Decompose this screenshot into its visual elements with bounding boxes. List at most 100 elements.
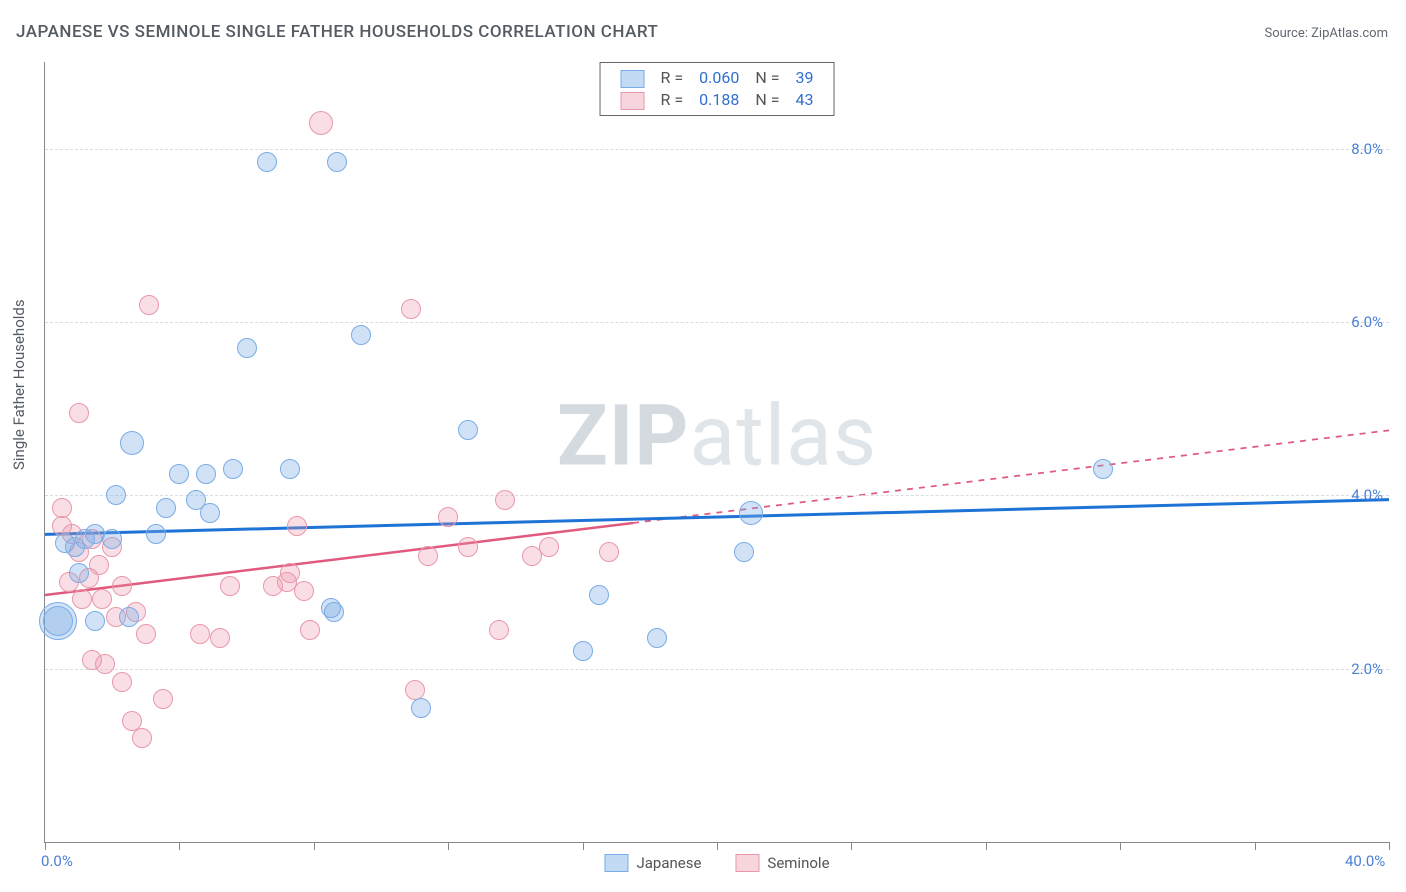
- x-tick: [717, 842, 718, 850]
- gridline: [45, 495, 1389, 496]
- seminole-point: [190, 624, 210, 644]
- x-tick: [583, 842, 584, 850]
- japanese-point: [411, 698, 431, 718]
- japanese-point: [106, 485, 126, 505]
- seminole-point: [112, 576, 132, 596]
- legend-N-value: 39: [787, 67, 821, 89]
- legend-N-label: N =: [747, 67, 787, 89]
- gridline: [45, 322, 1389, 323]
- trendline-solid: [45, 523, 633, 595]
- seminole-point: [52, 498, 72, 518]
- seminole-point: [418, 546, 438, 566]
- x-tick: [1389, 842, 1390, 850]
- x-tick: [314, 842, 315, 850]
- japanese-point: [257, 152, 277, 172]
- legend-R-label: R =: [653, 67, 692, 89]
- japanese-point: [85, 611, 105, 631]
- legend-series-label: Japanese: [636, 854, 701, 872]
- seminole-point: [287, 516, 307, 536]
- seminole-point: [599, 542, 619, 562]
- japanese-point: [324, 602, 344, 622]
- x-tick-label: 0.0%: [41, 852, 73, 870]
- japanese-point: [120, 431, 144, 455]
- x-tick: [179, 842, 180, 850]
- y-tick-label: 4.0%: [1351, 486, 1383, 504]
- seminole-point: [458, 537, 478, 557]
- watermark: ZIPatlas: [557, 387, 877, 486]
- gridline: [45, 669, 1389, 670]
- x-tick: [1120, 842, 1121, 850]
- japanese-point: [69, 563, 89, 583]
- watermark-rest: atlas: [690, 387, 878, 486]
- japanese-point: [200, 503, 220, 523]
- x-tick: [45, 842, 46, 850]
- seminole-point: [220, 576, 240, 596]
- seminole-point: [489, 620, 509, 640]
- seminole-point: [539, 537, 559, 557]
- legend-swatch: [735, 854, 759, 872]
- seminole-point: [92, 589, 112, 609]
- legend-series-item: Seminole: [735, 854, 829, 872]
- legend-series: Japanese Seminole: [604, 854, 829, 872]
- japanese-point: [739, 501, 763, 525]
- trendlines-layer: [45, 62, 1389, 842]
- legend-series-label: Seminole: [767, 854, 829, 872]
- japanese-point: [223, 459, 243, 479]
- japanese-point: [280, 459, 300, 479]
- y-axis-label: Single Father Households: [10, 299, 28, 470]
- seminole-point: [210, 628, 230, 648]
- legend-swatch: [604, 854, 628, 872]
- y-tick-label: 8.0%: [1351, 140, 1383, 158]
- japanese-point: [156, 498, 176, 518]
- gridline: [45, 149, 1389, 150]
- seminole-point: [495, 490, 515, 510]
- legend-swatch: [621, 70, 645, 88]
- watermark-bold: ZIP: [557, 387, 690, 486]
- legend-row: R =0.188N =43: [613, 89, 822, 111]
- japanese-point: [458, 420, 478, 440]
- seminole-point: [72, 589, 92, 609]
- japanese-point: [169, 464, 189, 484]
- seminole-point: [95, 654, 115, 674]
- seminole-point: [132, 728, 152, 748]
- japanese-point: [146, 524, 166, 544]
- seminole-point: [139, 295, 159, 315]
- seminole-point: [69, 403, 89, 423]
- japanese-point: [196, 464, 216, 484]
- seminole-point: [112, 672, 132, 692]
- chart-title: JAPANESE VS SEMINOLE SINGLE FATHER HOUSE…: [16, 22, 658, 42]
- seminole-point: [89, 555, 109, 575]
- japanese-point: [647, 628, 667, 648]
- seminole-point: [309, 111, 333, 135]
- seminole-point: [294, 581, 314, 601]
- x-tick: [986, 842, 987, 850]
- x-tick-label: 40.0%: [1345, 852, 1385, 870]
- legend-row: R =0.060N =39: [613, 67, 822, 89]
- legend-N-label: N =: [747, 89, 787, 111]
- japanese-point: [1093, 459, 1113, 479]
- japanese-point: [102, 529, 122, 549]
- x-tick: [851, 842, 852, 850]
- seminole-point: [401, 299, 421, 319]
- trendline-solid: [45, 500, 1389, 535]
- legend-series-item: Japanese: [604, 854, 701, 872]
- legend-R-label: R =: [653, 89, 692, 111]
- source-attribution: Source: ZipAtlas.com: [1264, 26, 1388, 41]
- japanese-point: [573, 641, 593, 661]
- seminole-point: [153, 689, 173, 709]
- seminole-point: [300, 620, 320, 640]
- legend-correlation: R =0.060N =39R =0.188N =43: [600, 62, 835, 116]
- japanese-point: [237, 338, 257, 358]
- x-tick: [1255, 842, 1256, 850]
- chart-plot-area: ZIPatlas R =0.060N =39R =0.188N =43 Japa…: [44, 62, 1389, 843]
- seminole-point: [438, 507, 458, 527]
- legend-swatch: [621, 92, 645, 110]
- japanese-point: [589, 585, 609, 605]
- legend-R-value: 0.060: [691, 67, 747, 89]
- x-tick: [448, 842, 449, 850]
- japanese-point: [327, 152, 347, 172]
- y-tick-label: 6.0%: [1351, 313, 1383, 331]
- japanese-point: [351, 325, 371, 345]
- legend-N-value: 43: [787, 89, 821, 111]
- legend-R-value: 0.188: [691, 89, 747, 111]
